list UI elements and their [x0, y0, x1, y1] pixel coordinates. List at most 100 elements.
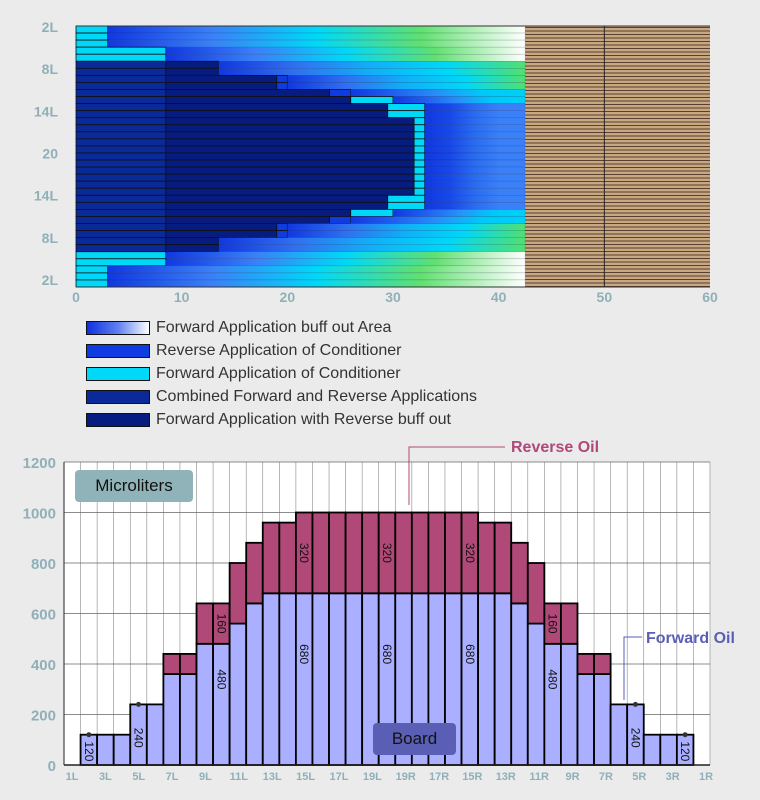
plot-area: [64, 462, 710, 765]
data-label: 240: [628, 728, 642, 748]
row-segment-g1: [107, 265, 526, 274]
data-label: 680: [380, 644, 394, 664]
row-segment-r: [276, 223, 288, 231]
row-segment-w: [165, 96, 352, 104]
row-segment-c: [413, 145, 426, 154]
row-segment-n: [75, 117, 167, 126]
row-segment-g2: [287, 223, 526, 231]
row-segment-g4: [424, 110, 526, 118]
row-segment-g2: [287, 75, 526, 83]
row-segment-w: [165, 103, 389, 112]
row-segment-g4: [424, 173, 526, 182]
legend-label: Forward Application with Reverse buff ou…: [156, 410, 451, 428]
row-segment-c: [75, 251, 167, 260]
row-segment-g3: [350, 216, 526, 224]
row-segment-g1: [165, 53, 526, 62]
row-segment-w: [165, 60, 220, 69]
row-segment-w: [165, 244, 220, 253]
reverse-oil-bar: [195, 602, 214, 645]
x-tick-label: 9L: [199, 771, 212, 783]
row-segment-c: [75, 258, 167, 267]
legend-swatch: [86, 320, 150, 335]
x-tick-label: 15R: [462, 771, 482, 783]
row-segment-n: [75, 201, 167, 210]
forward-oil-bar: [344, 592, 364, 766]
row-segment-n: [75, 152, 167, 161]
row-segment-c: [413, 166, 426, 175]
forward-oil-bar: [228, 622, 248, 766]
row-segment-c: [387, 201, 426, 210]
legend-swatch: [86, 389, 150, 404]
reverse-oil-bar: [593, 653, 612, 676]
forward-oil-bar: [526, 622, 546, 766]
row-segment-c: [413, 117, 426, 126]
y-tick-label: 8L: [42, 61, 59, 77]
row-segment-c: [387, 194, 426, 203]
data-label: 320: [297, 543, 311, 563]
forward-oil-bar: [510, 602, 529, 766]
row-segment-g4: [424, 138, 526, 147]
legend-item-combined: Combined Forward and Reverse Application…: [86, 385, 477, 408]
reverse-oil-bar: [162, 653, 181, 676]
row-segment-c: [413, 180, 426, 189]
row-segment-g2: [218, 237, 526, 245]
row-segment-g4: [424, 103, 526, 111]
forward-oil-bar: [245, 602, 264, 766]
y-axis-title: Microliters: [75, 470, 193, 502]
reverse-oil-annotation: Reverse Oil: [511, 439, 599, 456]
reverse-oil-bar: [444, 511, 463, 595]
forward-oil-bar: [560, 642, 579, 766]
reverse-oil-bar: [377, 511, 397, 595]
row-segment-w: [165, 110, 389, 119]
x-tick-label: 20: [280, 289, 296, 305]
data-label: 680: [463, 644, 477, 664]
row-segment-n: [75, 96, 167, 104]
row-segment-c: [413, 159, 426, 168]
row-segment-w: [165, 124, 415, 133]
row-segment-w: [165, 180, 415, 189]
forward-oil-bar: [675, 733, 695, 766]
data-label: 120: [678, 741, 692, 761]
row-segment-g1: [107, 25, 526, 34]
x-tick-label: 10: [174, 289, 190, 305]
row-segment-g2: [218, 61, 526, 69]
legend-label: Combined Forward and Reverse Application…: [156, 387, 478, 405]
reverse-oil-bar: [543, 602, 562, 645]
x-tick-label: 5R: [632, 771, 646, 783]
row-segment-r: [276, 82, 288, 90]
row-segment-n: [75, 82, 167, 90]
row-segment-g1: [165, 46, 526, 55]
reverse-oil-bar: [576, 653, 595, 676]
row-segment-n: [75, 159, 167, 168]
row-segment-n: [75, 216, 167, 224]
row-segment-c: [75, 265, 109, 274]
row-segment-g1: [107, 32, 526, 41]
row-segment-g1: [165, 251, 526, 260]
row-segment-n: [75, 89, 167, 97]
row-segment-c: [413, 173, 426, 182]
y-tick-label: 0: [48, 758, 56, 775]
off-board-area: [525, 26, 710, 287]
data-label: 160: [546, 614, 560, 634]
y-tick-label: 1200: [23, 455, 56, 472]
row-segment-n: [75, 180, 167, 189]
legend-swatch: [86, 366, 150, 381]
data-label: 240: [132, 728, 146, 748]
row-segment-w: [165, 230, 278, 239]
forward-oil-bar: [145, 703, 165, 766]
y-tick-label: 8L: [42, 230, 59, 246]
row-segment-w: [165, 131, 415, 140]
row-segment-g4: [424, 117, 526, 126]
row-segment-g4: [424, 152, 526, 161]
row-segment-n: [75, 194, 167, 203]
x-tick-label: 11R: [529, 771, 549, 783]
row-segment-g4: [424, 124, 526, 133]
forward-oil-bar: [576, 673, 595, 766]
forward-oil-annotation: Forward Oil: [646, 630, 735, 647]
reverse-oil-leader: [408, 446, 505, 505]
row-segment-n: [75, 67, 167, 76]
y-tick-label: 400: [31, 657, 56, 674]
row-segment-c: [413, 138, 426, 147]
x-tick-label: 0: [72, 289, 80, 305]
row-segment-r: [329, 216, 352, 224]
